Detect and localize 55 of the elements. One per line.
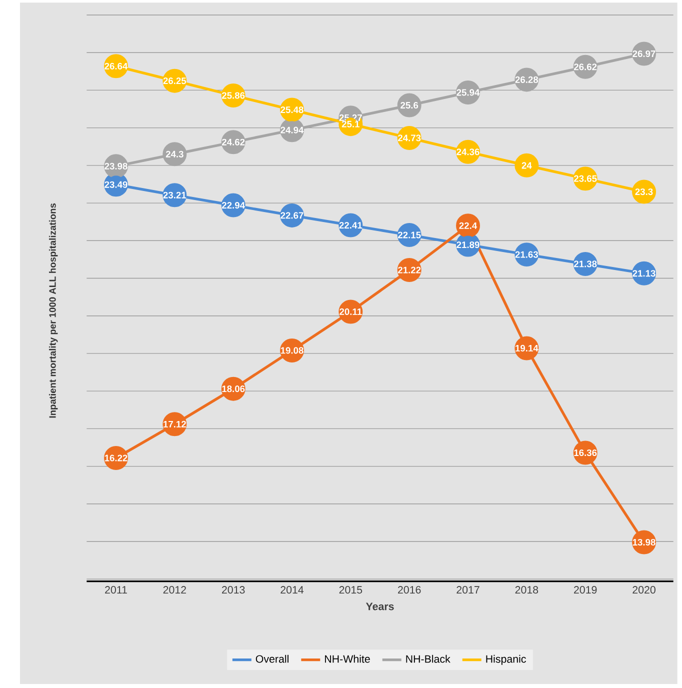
data-label: 26.97 [632, 50, 656, 58]
data-label: 25.48 [280, 106, 304, 114]
data-label: 20.11 [340, 308, 362, 316]
data-label: 22.4 [459, 222, 478, 229]
data-label: 23.49 [104, 181, 128, 188]
data-label: 16.22 [104, 454, 128, 462]
legend-label: NH-Black [406, 654, 450, 663]
x-tick-label: 2011 [105, 586, 127, 594]
x-tick-label: 2018 [515, 586, 538, 594]
data-label: 18.06 [222, 386, 245, 392]
data-label: 23.3 [635, 188, 653, 196]
data-label: 26.25 [163, 78, 186, 84]
data-label: 25.6 [400, 102, 418, 109]
data-label: 19.08 [280, 347, 304, 354]
x-tick-label: 2017 [456, 586, 480, 594]
x-tick-label: 2020 [632, 586, 656, 594]
x-axis-title: Years [366, 602, 394, 610]
data-label: 21.63 [515, 251, 538, 258]
y-axis-title: Inpatient mortality per 1000 ALL hospitalizations [48, 203, 58, 418]
data-label: 24.73 [398, 134, 421, 142]
data-label: 22.94 [222, 202, 245, 209]
data-label: 23.98 [104, 162, 128, 170]
data-label: 26.62 [574, 64, 597, 70]
data-label: 23.65 [574, 175, 597, 182]
data-label: 21.38 [574, 260, 597, 268]
data-label: 13.98 [632, 538, 656, 546]
data-label: 17.12 [164, 420, 186, 428]
x-tick-label: 2019 [574, 586, 597, 594]
data-label: 22.41 [339, 222, 362, 228]
data-label: 24.3 [166, 150, 184, 158]
data-label: 21.13 [632, 270, 656, 277]
legend-label: Hispanic [486, 654, 526, 665]
data-label: 25.86 [222, 92, 245, 99]
data-label: 21.89 [456, 241, 480, 248]
x-tick-label: 2013 [222, 586, 245, 594]
data-label: 25.94 [456, 89, 480, 96]
legend-label: Overall [256, 654, 288, 663]
data-label: 24.62 [222, 138, 245, 146]
x-tick-label: 2012 [163, 586, 186, 594]
data-label: 26.28 [515, 76, 538, 83]
data-label: 24 [522, 162, 532, 169]
data-label: 25.1 [342, 120, 360, 128]
x-tick-label: 2016 [398, 586, 421, 594]
x-tick-label: 2015 [339, 586, 362, 594]
data-label: 21.22 [398, 266, 421, 274]
x-tick-label: 2014 [280, 586, 304, 594]
data-label: 19.14 [516, 344, 538, 352]
data-label: 24.36 [456, 148, 480, 156]
data-label: 24.94 [280, 126, 304, 134]
data-label: 23.21 [163, 192, 186, 198]
data-label: 22.15 [398, 232, 421, 238]
legend-label: NH-White [325, 654, 370, 663]
data-label: 26.64 [104, 62, 128, 70]
data-label: 16.36 [574, 449, 597, 456]
data-label: 22.67 [280, 212, 304, 219]
